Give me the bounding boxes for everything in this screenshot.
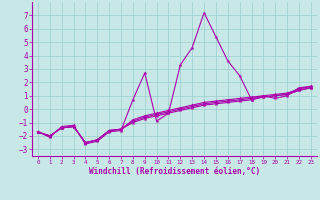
X-axis label: Windchill (Refroidissement éolien,°C): Windchill (Refroidissement éolien,°C) — [89, 167, 260, 176]
